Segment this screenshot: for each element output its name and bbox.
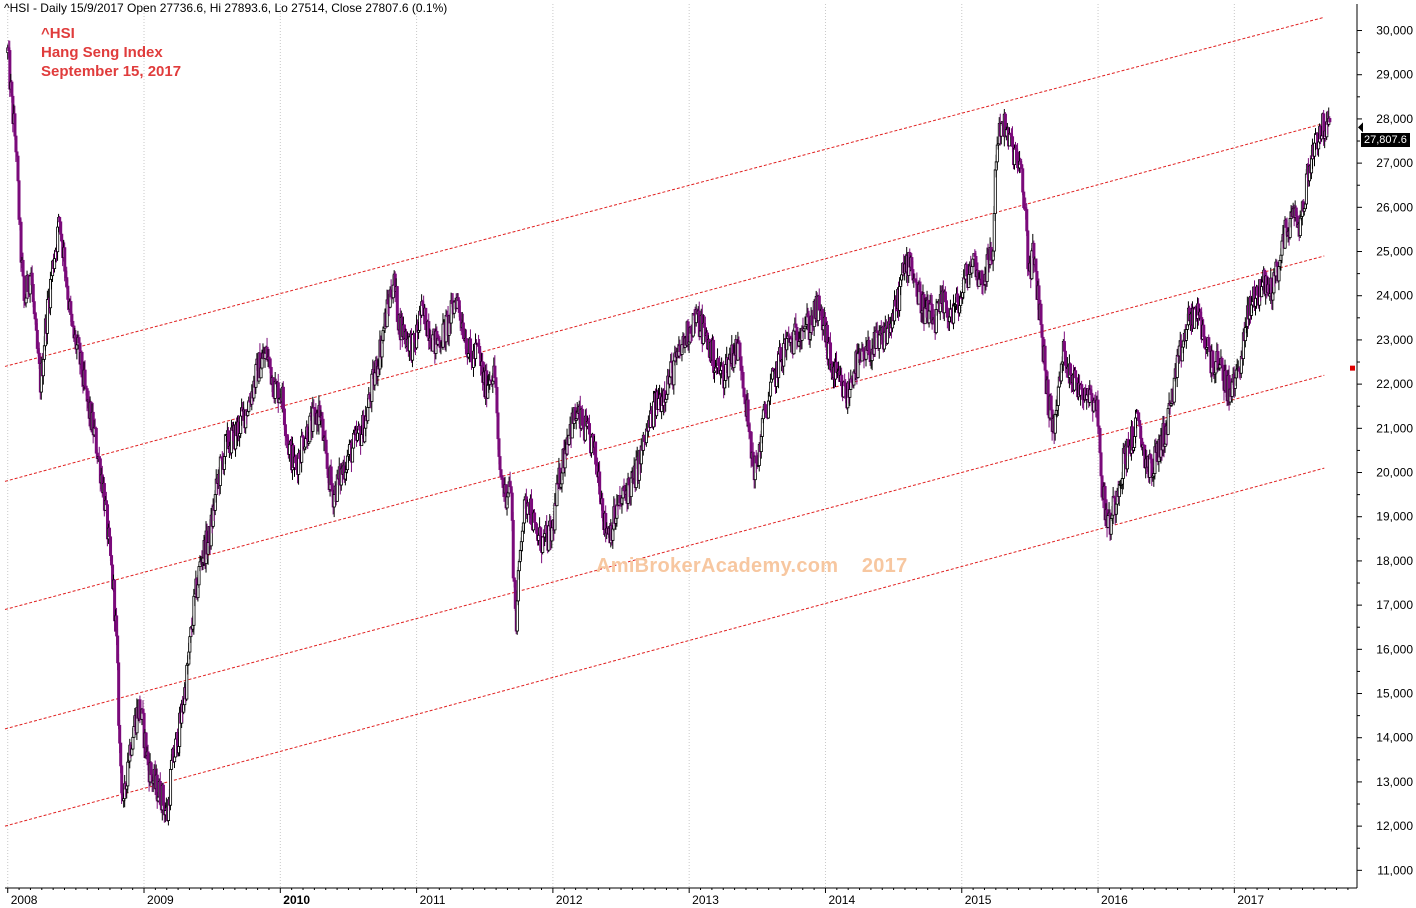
index-name-title: Hang Seng Index — [41, 44, 163, 61]
price-bar-body — [117, 662, 121, 726]
price-bar-body — [739, 356, 743, 371]
x-tick-label: 2013 — [692, 893, 719, 907]
y-tick-label: 15,000 — [1376, 687, 1413, 701]
channel-line — [4, 467, 1325, 827]
y-tick-label: 22,000 — [1376, 377, 1413, 391]
x-tick-label: 2017 — [1237, 893, 1264, 907]
price-bar-body — [58, 217, 62, 223]
price-bar-body — [877, 334, 881, 349]
price-bar-body — [970, 266, 974, 274]
quote-info-line: ^HSI - Daily 15/9/2017 Open 27736.6, Hi … — [4, 1, 448, 15]
last-price-marker — [1358, 122, 1363, 133]
x-tick-label: 2010 — [283, 893, 310, 907]
y-tick-label: 13,000 — [1376, 775, 1413, 789]
price-bar-body — [588, 423, 592, 435]
price-bar-body — [1025, 209, 1029, 232]
price-bar-body — [169, 768, 173, 806]
price-bar-body — [118, 724, 122, 744]
price-bar-body — [1056, 386, 1060, 406]
y-tick-label: 20,000 — [1376, 466, 1413, 480]
y-tick-label: 12,000 — [1376, 819, 1413, 833]
price-bar-body — [70, 313, 74, 326]
price-bar-body — [1298, 217, 1302, 237]
channel-line — [4, 255, 1325, 611]
price-bar-body — [848, 389, 852, 398]
y-tick-label: 29,000 — [1376, 68, 1413, 82]
y-tick-label: 11,000 — [1377, 863, 1413, 877]
price-bar-body — [218, 456, 222, 486]
y-tick-label: 16,000 — [1376, 642, 1413, 656]
price-bar-body — [1207, 337, 1211, 347]
price-bar-body — [493, 365, 497, 379]
x-tick-label: 2009 — [147, 893, 174, 907]
price-bar-body — [173, 756, 177, 763]
price-bar-body — [1053, 413, 1057, 434]
price-bar-body — [520, 530, 524, 543]
price-bar-body — [511, 519, 515, 579]
y-tick-label: 26,000 — [1376, 200, 1413, 214]
price-bar-body — [19, 221, 23, 263]
y-tick-label: 19,000 — [1376, 510, 1413, 524]
y-tick-label: 25,000 — [1376, 245, 1413, 259]
y-tick-label: 21,000 — [1376, 421, 1413, 435]
price-bar-body — [17, 180, 21, 220]
x-tick-label: 2015 — [965, 893, 992, 907]
symbol-title: ^HSI — [41, 25, 75, 42]
price-bar-body — [126, 761, 130, 787]
price-bar-body — [24, 297, 28, 304]
price-bar-body — [779, 347, 783, 361]
price-bar-body — [366, 407, 370, 422]
price-bar-body — [85, 388, 89, 402]
x-tick-label: 2008 — [11, 893, 38, 907]
price-bar-body — [351, 447, 355, 463]
price-bar-body — [664, 398, 668, 403]
price-bar-body — [110, 555, 114, 566]
last-price-label: 27,807.6 — [1361, 133, 1410, 147]
y-tick-label: 27,000 — [1376, 156, 1413, 170]
date-title: September 15, 2017 — [41, 63, 182, 80]
y-tick-label: 17,000 — [1376, 598, 1413, 612]
channel-line — [4, 374, 1325, 730]
price-bar-body — [962, 277, 966, 294]
price-bar-body — [119, 742, 123, 767]
y-tick-label: 28,000 — [1376, 112, 1413, 126]
price-bar-body — [469, 338, 473, 354]
y-tick-label: 24,000 — [1376, 289, 1413, 303]
y-tick-label: 23,000 — [1376, 333, 1413, 347]
x-tick-label: 2011 — [420, 893, 446, 907]
y-tick-label: 30,000 — [1376, 24, 1413, 38]
price-bar-body — [63, 247, 67, 272]
price-bar-body — [746, 399, 750, 426]
price-bar-body — [21, 259, 25, 277]
price-bar-body — [59, 221, 63, 235]
red-marker — [1350, 365, 1355, 371]
price-bar-body — [131, 736, 135, 750]
price-bar-body — [763, 404, 767, 413]
price-bar-body — [1021, 168, 1025, 193]
watermark-text: AmiBrokerAcademy.com 2017 — [596, 555, 908, 577]
channel-line — [4, 122, 1325, 482]
price-bar-body — [1328, 118, 1332, 123]
x-tick-label: 2016 — [1101, 893, 1128, 907]
x-tick-label: 2012 — [556, 893, 583, 907]
price-bar-body — [1172, 377, 1176, 403]
y-tick-label: 18,000 — [1376, 554, 1413, 568]
chart-title-block: ^HSI Hang Seng Index September 15, 2017 — [41, 24, 181, 81]
price-bar-body — [769, 381, 773, 397]
y-tick-label: 14,000 — [1376, 731, 1413, 745]
price-bar-body — [268, 358, 272, 368]
price-bar-body — [260, 357, 264, 369]
channel-line — [4, 16, 1325, 367]
x-tick-label: 2014 — [828, 893, 855, 907]
price-bar-body — [553, 503, 557, 531]
price-bar-body — [515, 600, 519, 632]
